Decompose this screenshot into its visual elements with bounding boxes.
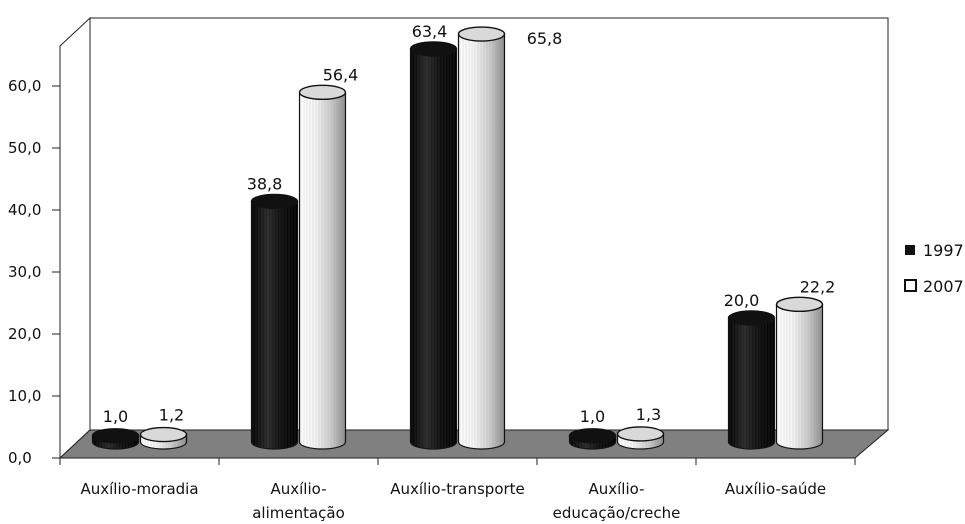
y-tick-label: 30,0 (8, 263, 41, 281)
bar-texture (299, 92, 346, 450)
bar-1997-1 (250, 193, 299, 450)
bar-top (568, 428, 617, 444)
x-category-label: Auxílio- (588, 480, 644, 498)
side-wall (59, 16, 91, 460)
bar-texture (410, 48, 457, 450)
data-labels: 1,0 1,2 38,8 56,4 63,4 65,8 1,0 1,3 20,0 22,2 (103, 22, 836, 426)
data-label: 1,2 (159, 406, 184, 425)
bar-texture (251, 201, 298, 450)
bar-top (409, 41, 458, 57)
x-category-label: Auxílio-saúde (725, 480, 826, 498)
bar-top (775, 296, 824, 313)
data-label: 1,3 (636, 405, 661, 424)
bar-2007-0 (139, 426, 188, 450)
x-category-label: Auxílio-transporte (390, 480, 525, 498)
x-category-label: educação/creche (553, 504, 681, 522)
data-label: 22,2 (800, 277, 836, 296)
bar-top (298, 84, 347, 101)
bar-top (250, 193, 299, 210)
bar-1997-2 (409, 41, 458, 450)
legend-swatch-1997 (905, 245, 915, 255)
data-label: 38,8 (247, 174, 283, 193)
x-category-label: Auxílio-moradia (80, 480, 198, 498)
bar-2007-1 (298, 84, 347, 450)
y-tick-label: 20,0 (8, 325, 41, 343)
bar-1997-0 (91, 428, 140, 450)
legend-label-2007: 2007 (923, 277, 964, 296)
bars (91, 26, 824, 450)
x-category-label: alimentação (252, 504, 345, 522)
legend-swatch-2007 (904, 279, 917, 292)
y-ticks: 0,0 10,0 20,0 30,0 40,0 50,0 60,0 (8, 77, 60, 467)
data-label: 56,4 (323, 65, 359, 84)
y-tick-label: 10,0 (8, 387, 41, 405)
bar-2007-2 (457, 26, 506, 450)
bar-texture (728, 318, 775, 449)
bar-top (139, 426, 188, 443)
y-tick-label: 0,0 (8, 449, 32, 467)
y-tick-label: 40,0 (8, 201, 41, 219)
legend: 1997 2007 (904, 241, 964, 296)
y-tick-label: 60,0 (8, 77, 41, 95)
bar-top (727, 310, 776, 326)
data-label: 20,0 (724, 291, 760, 310)
data-label: 63,4 (412, 22, 448, 41)
bar-1997-3 (568, 428, 617, 450)
data-label: 1,0 (580, 407, 605, 426)
bar-2007-4 (775, 296, 824, 450)
x-categories: Auxílio-moradia Auxílio-alimentação Auxíli… (59, 458, 856, 522)
bar-1997-4 (727, 310, 776, 450)
bar-2007-3 (616, 426, 665, 450)
bar-texture (458, 34, 505, 450)
x-category-label: Auxílio- (270, 480, 326, 498)
bar-top (91, 428, 140, 444)
bar-top (457, 26, 506, 42)
data-label: 1,0 (103, 407, 128, 426)
y-tick-label: 50,0 (8, 139, 41, 157)
data-label: 65,8 (527, 29, 563, 48)
legend-label-1997: 1997 (923, 241, 964, 260)
bar-texture (776, 304, 823, 450)
bar-top (616, 426, 665, 442)
